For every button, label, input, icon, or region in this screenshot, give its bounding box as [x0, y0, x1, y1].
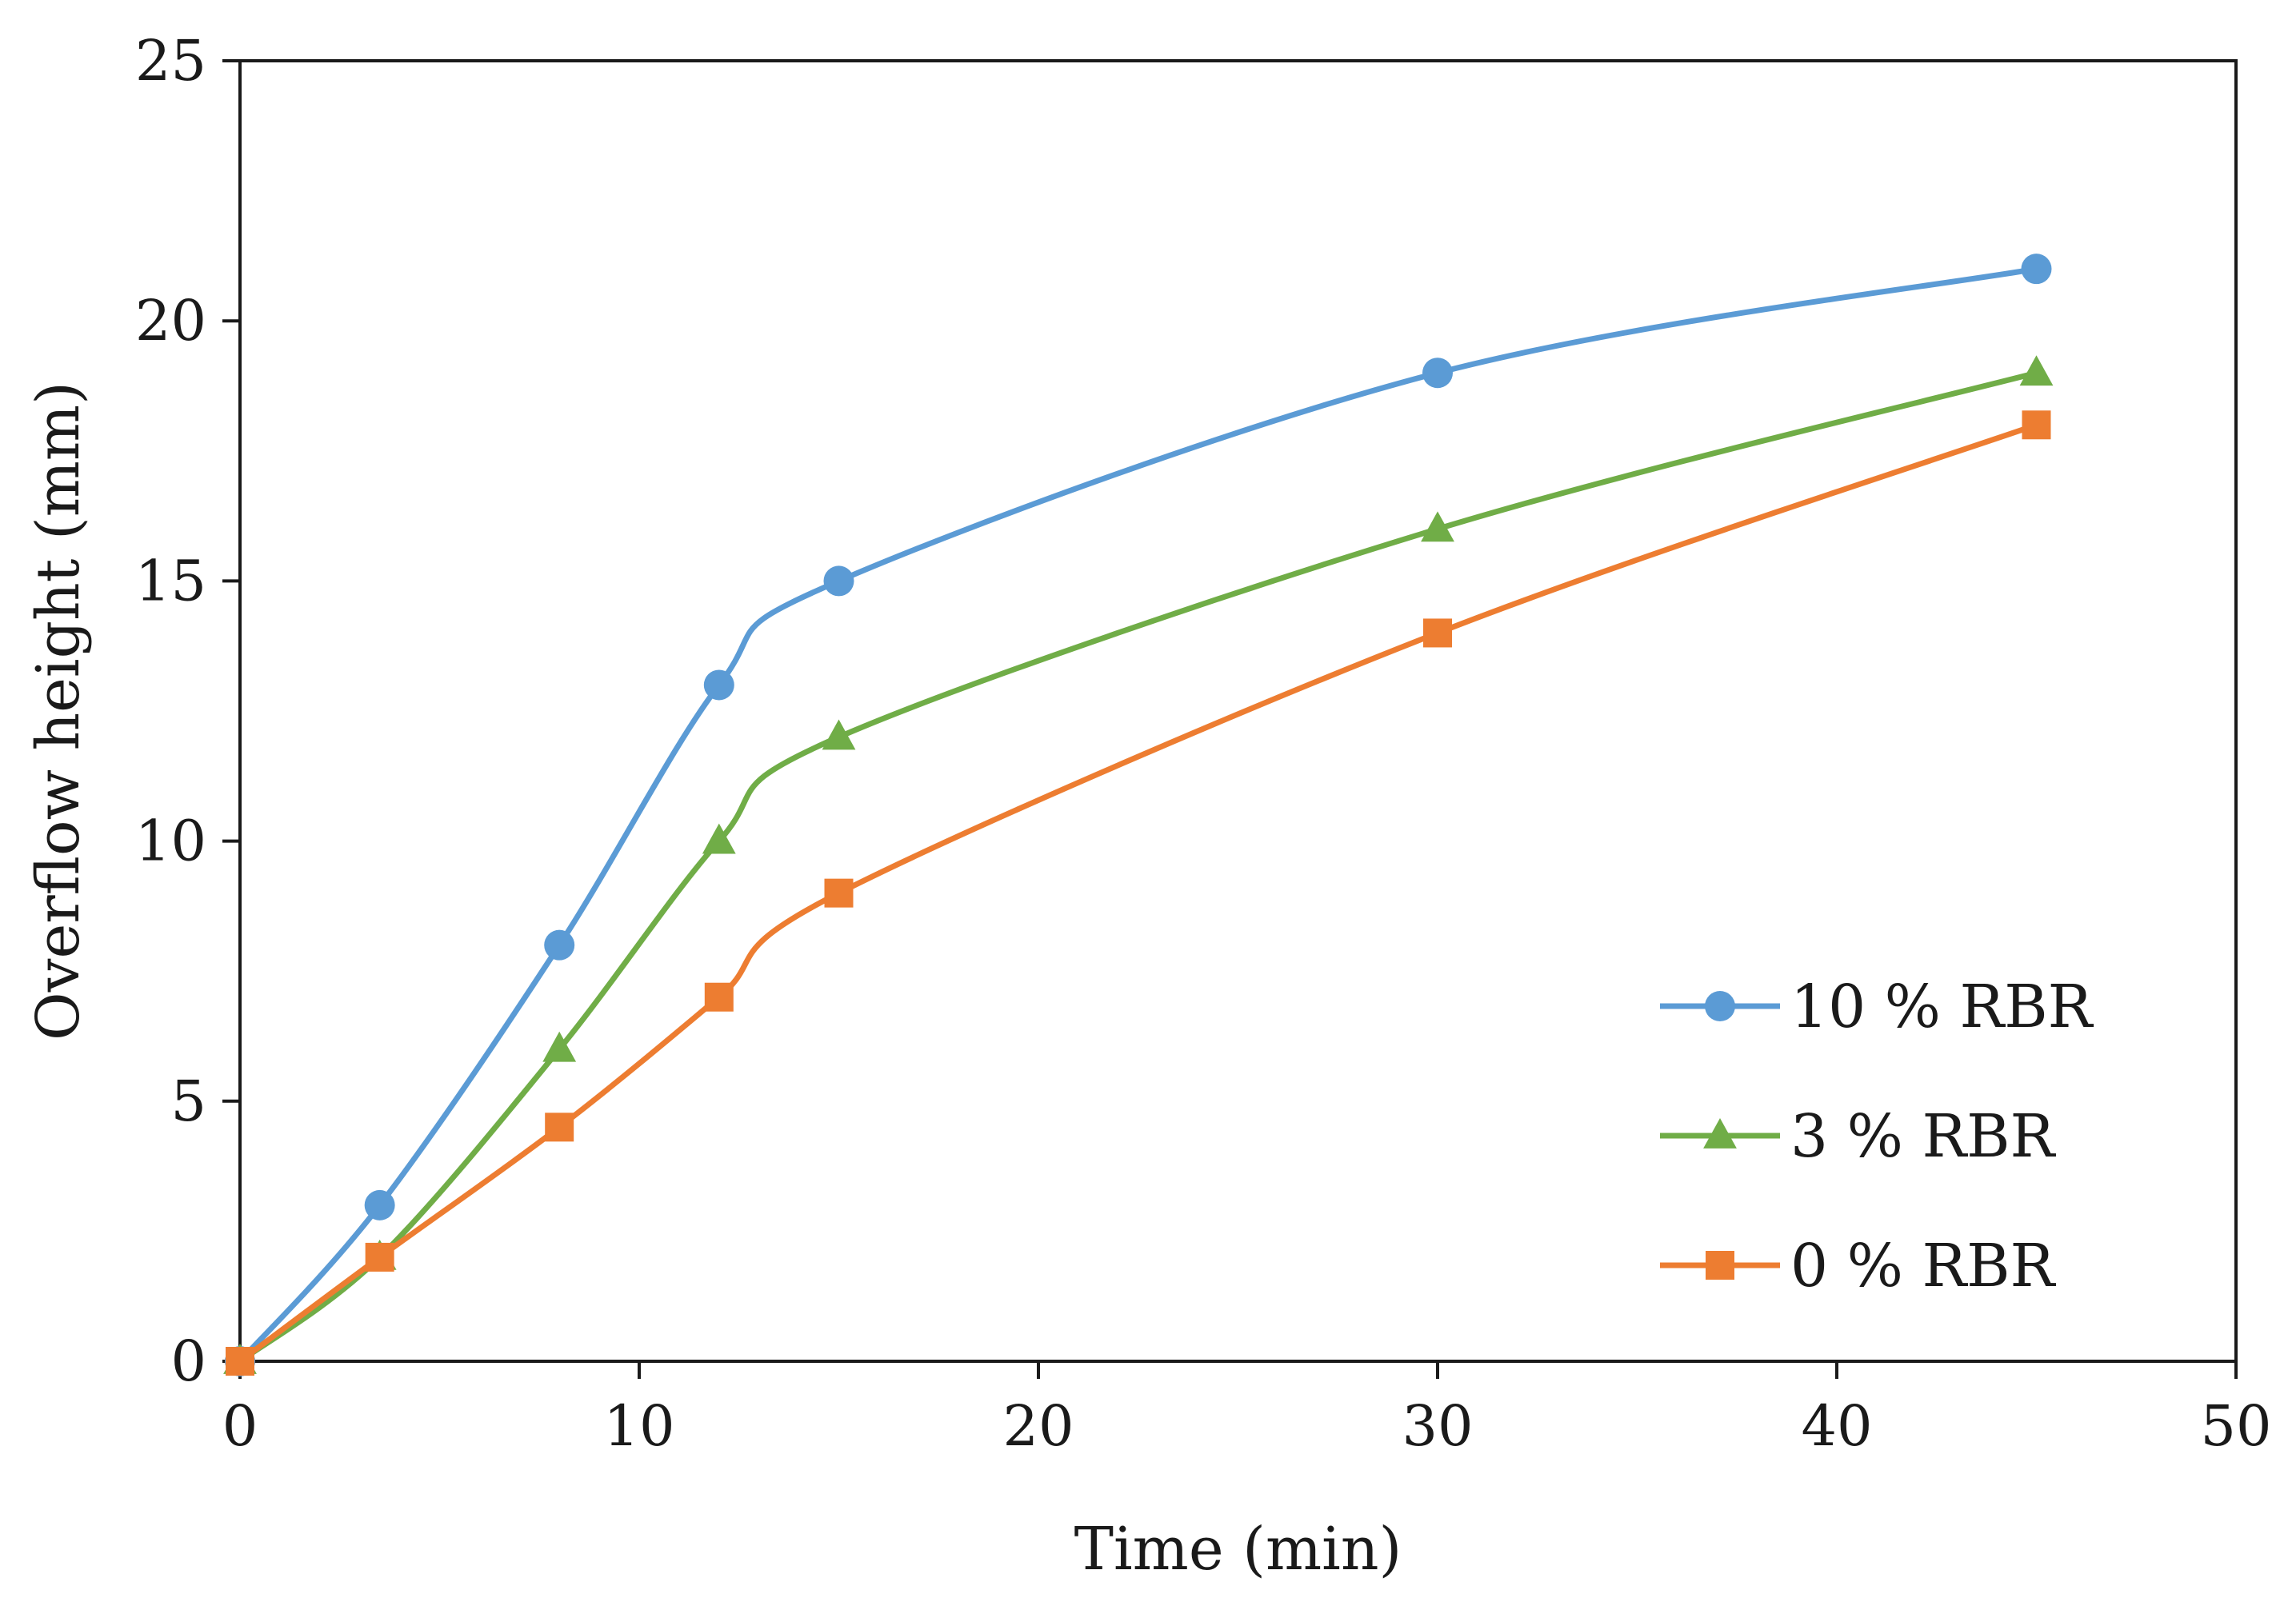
x-tick-label: 40: [1801, 1393, 1872, 1459]
data-point: [2019, 355, 2054, 386]
series-layer: [223, 254, 2054, 1376]
data-point: [1423, 618, 1452, 648]
legend-label: 3 % RBR: [1790, 1102, 2057, 1171]
data-point: [364, 1189, 395, 1220]
data-point: [704, 982, 734, 1012]
y-tick-label: 20: [135, 288, 206, 354]
y-tick-label: 5: [170, 1069, 206, 1134]
legend-item-3-rbr: 3 % RBR: [1660, 1102, 2057, 1171]
legend: 10 % RBR 3 % RBR 0 % RBR: [1660, 973, 2094, 1300]
y-tick-label: 10: [135, 809, 206, 874]
data-point: [1421, 511, 1454, 542]
axes: 0 10 20 30 40 50 0 5 10 15 20 25: [135, 28, 2272, 1459]
data-point: [365, 1242, 394, 1272]
x-tick-label: 10: [603, 1393, 674, 1459]
y-tick-label: 25: [135, 28, 206, 94]
data-point: [823, 565, 854, 597]
data-point: [544, 929, 575, 961]
series-3-rbr: [223, 355, 2054, 1374]
series-line: [237, 370, 2039, 1364]
legend-swatch-marker: [1706, 1251, 1734, 1280]
x-tick-label: 20: [1002, 1393, 1074, 1459]
series-0-rbr: [226, 410, 2051, 1376]
data-point: [1422, 358, 1453, 389]
data-point: [822, 719, 856, 750]
x-tick-label: 0: [222, 1393, 258, 1459]
legend-item-0-rbr: 0 % RBR: [1660, 1232, 2057, 1300]
legend-swatch-marker: [1705, 991, 1735, 1021]
legend-label: 0 % RBR: [1790, 1232, 2057, 1300]
y-axis-title: Overflow height (mm): [24, 382, 93, 1041]
data-point: [2021, 254, 2052, 285]
data-point: [545, 1113, 574, 1142]
series-line: [237, 421, 2039, 1364]
plot-area: [238, 59, 2238, 1363]
data-point: [226, 1347, 254, 1376]
legend-swatch-marker: [1703, 1118, 1737, 1149]
data-point: [702, 823, 736, 854]
data-point: [703, 669, 734, 701]
y-tick-label: 15: [135, 548, 206, 613]
data-point: [824, 878, 854, 908]
data-point: [2022, 410, 2051, 440]
y-tick-label: 0: [170, 1328, 206, 1394]
x-tick-label: 50: [2200, 1393, 2271, 1459]
legend-item-10-rbr: 10 % RBR: [1660, 973, 2094, 1041]
x-axis-title: Time (min): [1074, 1515, 1402, 1584]
plot-border: [238, 59, 2238, 1363]
data-point: [542, 1031, 577, 1062]
series-line: [237, 266, 2039, 1364]
legend-label: 10 % RBR: [1790, 973, 2094, 1041]
series-10-rbr: [225, 254, 2052, 1376]
x-tick-label: 30: [1402, 1393, 1473, 1459]
